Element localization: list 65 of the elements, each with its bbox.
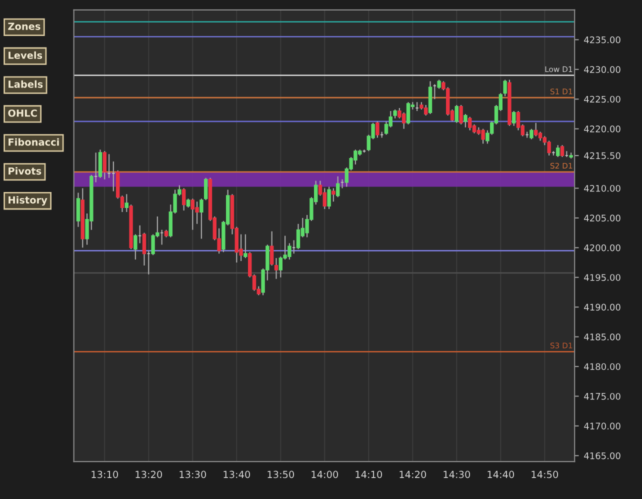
candlestick xyxy=(274,258,278,280)
y-tick-label: 4210.00 xyxy=(584,184,620,192)
candlestick xyxy=(195,201,199,224)
candlestick xyxy=(534,122,538,137)
candlestick xyxy=(406,102,410,125)
text: Levels xyxy=(8,51,42,59)
candlestick xyxy=(327,186,331,210)
text: Fibonacci xyxy=(8,138,59,146)
candlestick xyxy=(560,144,564,158)
y-tick-label: 4225.00 xyxy=(584,96,620,103)
y-tick-label: 4190.00 xyxy=(584,304,620,311)
x-tick-label: 14:20 xyxy=(400,470,426,478)
candlestick xyxy=(98,149,102,178)
candlestick xyxy=(134,234,138,260)
candlestick xyxy=(556,144,560,158)
candlestick xyxy=(142,232,146,266)
candlestick xyxy=(124,194,128,213)
candlestick xyxy=(468,116,472,131)
y-tick-label: 4195.00 xyxy=(584,274,620,281)
x-tick-label: 13:30 xyxy=(180,470,206,478)
candlestick xyxy=(481,128,485,144)
y-tick-label: 4205.00 xyxy=(584,214,620,222)
candlestick xyxy=(102,150,106,180)
x-tick-label: 13:40 xyxy=(224,470,250,478)
y-tick-label: 4200.00 xyxy=(584,244,620,252)
y-tick-label: 4230.00 xyxy=(584,66,620,73)
candlestick xyxy=(464,113,468,128)
candlestick xyxy=(270,230,274,266)
candlestick xyxy=(332,188,336,202)
text: History xyxy=(8,196,48,206)
y-tick-label: 4175.00 xyxy=(584,392,620,400)
candlestick xyxy=(244,234,248,259)
candlestick xyxy=(459,104,463,125)
candlestick xyxy=(530,128,534,140)
candlestick xyxy=(516,110,520,131)
y-tick-label: 4170.00 xyxy=(584,422,620,430)
candlestick xyxy=(376,120,380,138)
candlestick xyxy=(384,120,388,136)
x-tick-label: 13:10 xyxy=(92,470,118,478)
candlestick xyxy=(322,188,326,210)
y-tick-label: 4165.00 xyxy=(584,452,620,460)
y-tick-label: 4185.00 xyxy=(584,334,620,340)
y-tick-label: 4235.00 xyxy=(584,36,620,44)
text: Labels xyxy=(8,80,43,88)
x-tick-label: 14:00 xyxy=(312,470,338,478)
x-tick-label: 13:50 xyxy=(268,470,294,478)
x-tick-label: 13:20 xyxy=(136,470,162,478)
y-tick-label: 4215.50 xyxy=(584,152,620,160)
x-tick-label: 14:40 xyxy=(488,470,514,478)
candlestick xyxy=(200,198,204,240)
candlestick xyxy=(503,79,507,97)
y-tick-label: 4220.00 xyxy=(584,126,620,132)
candlestick xyxy=(296,223,300,250)
candlestick xyxy=(182,188,186,212)
candlestick xyxy=(512,110,516,126)
text: OHLC xyxy=(8,109,37,117)
y-tick-label: 4180.00 xyxy=(584,363,620,370)
text: Pivots xyxy=(8,167,42,175)
candlestick xyxy=(547,140,551,156)
x-tick-label: 14:10 xyxy=(356,470,382,478)
text: Zones xyxy=(8,22,40,30)
candlestick xyxy=(454,104,459,124)
x-tick-label: 14:50 xyxy=(532,470,558,478)
x-tick-label: 14:30 xyxy=(444,470,470,478)
candlestick xyxy=(76,192,80,228)
